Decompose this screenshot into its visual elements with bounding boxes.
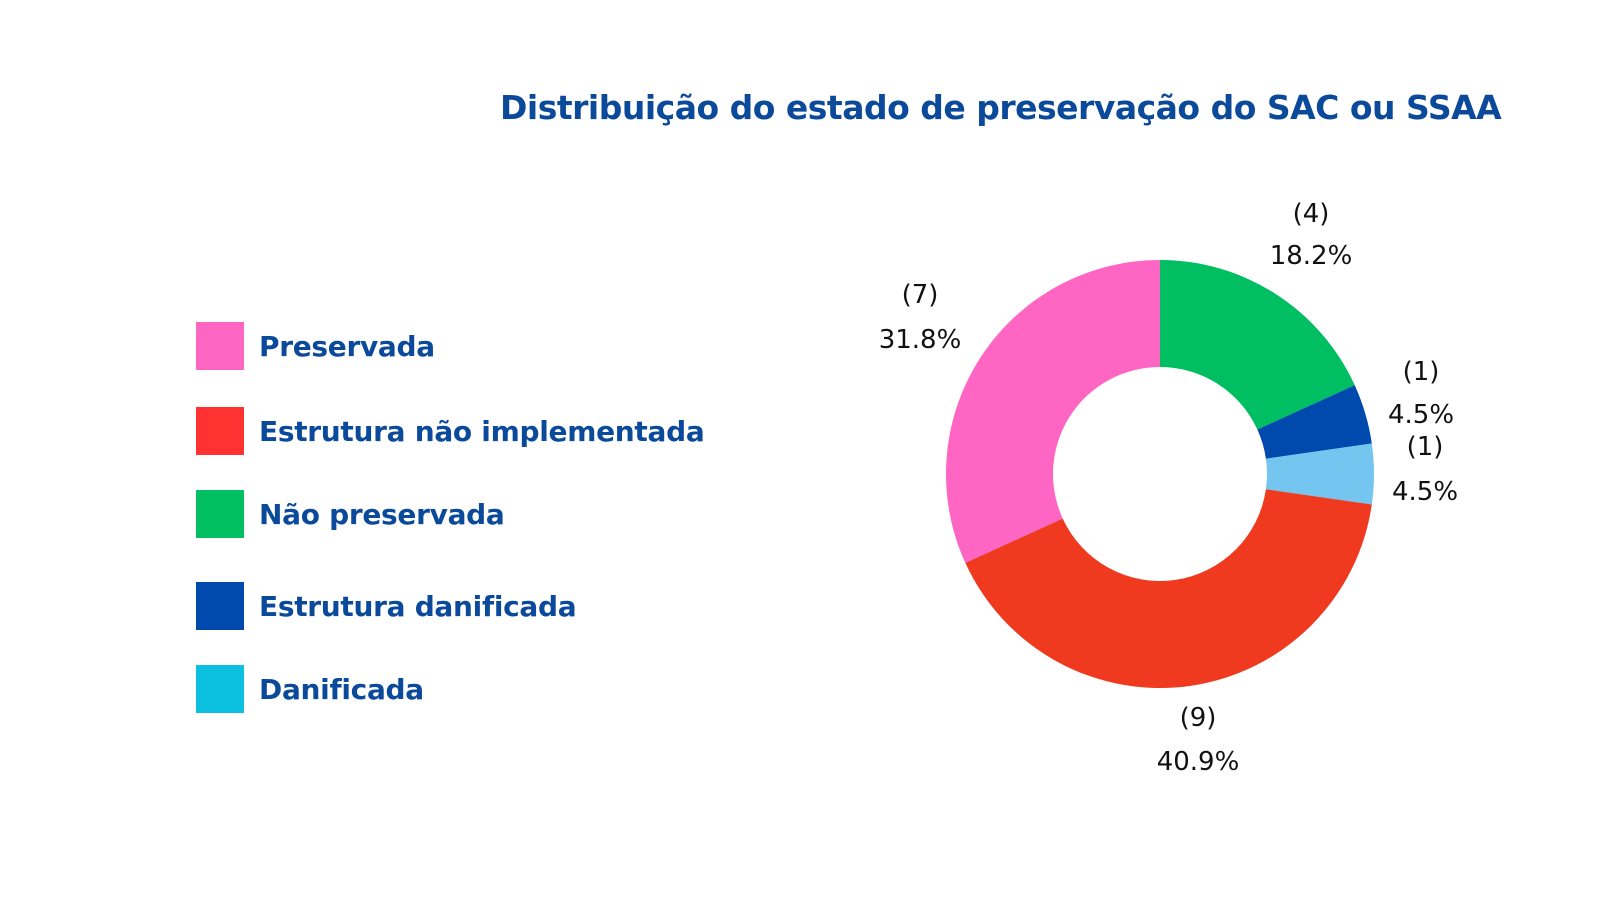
legend-swatch: [196, 407, 244, 455]
slice-count-label: (4): [1293, 199, 1330, 229]
slice-percent-label: 40.9%: [1157, 747, 1240, 777]
legend-label: Não preservada: [259, 498, 505, 531]
slice-percent-label: 31.8%: [879, 325, 962, 355]
legend-label: Preservada: [259, 330, 435, 363]
chart-title: Distribuição do estado de preservação do…: [500, 88, 1502, 127]
legend-swatch: [196, 322, 244, 370]
legend-item-nao-preservada: Não preservada: [196, 490, 816, 538]
donut-slice: [1265, 443, 1374, 505]
donut-slice: [1257, 385, 1372, 459]
donut-slice: [1160, 260, 1355, 430]
slice-percent-label: 4.5%: [1392, 477, 1458, 507]
legend-label: Danificada: [259, 673, 424, 706]
legend-item-estrutura-danificada: Estrutura danificada: [196, 582, 816, 630]
slice-count-label: (1): [1407, 432, 1444, 462]
legend-label: Estrutura danificada: [259, 590, 577, 623]
legend-swatch: [196, 665, 244, 713]
legend-item-preservada: Preservada: [196, 322, 816, 370]
legend-swatch: [196, 582, 244, 630]
slice-count-label: (1): [1403, 357, 1440, 387]
legend-item-estrutura-nao-implementada: Estrutura não implementada: [196, 407, 816, 455]
donut-slice: [965, 489, 1372, 688]
legend-item-danificada: Danificada: [196, 665, 816, 713]
legend-swatch: [196, 490, 244, 538]
donut-slice: [946, 260, 1161, 563]
slice-percent-label: 4.5%: [1388, 400, 1454, 430]
slice-percent-label: 18.2%: [1270, 241, 1353, 271]
legend-label: Estrutura não implementada: [259, 415, 705, 448]
slice-count-label: (7): [902, 280, 939, 310]
slice-count-label: (9): [1180, 703, 1217, 733]
